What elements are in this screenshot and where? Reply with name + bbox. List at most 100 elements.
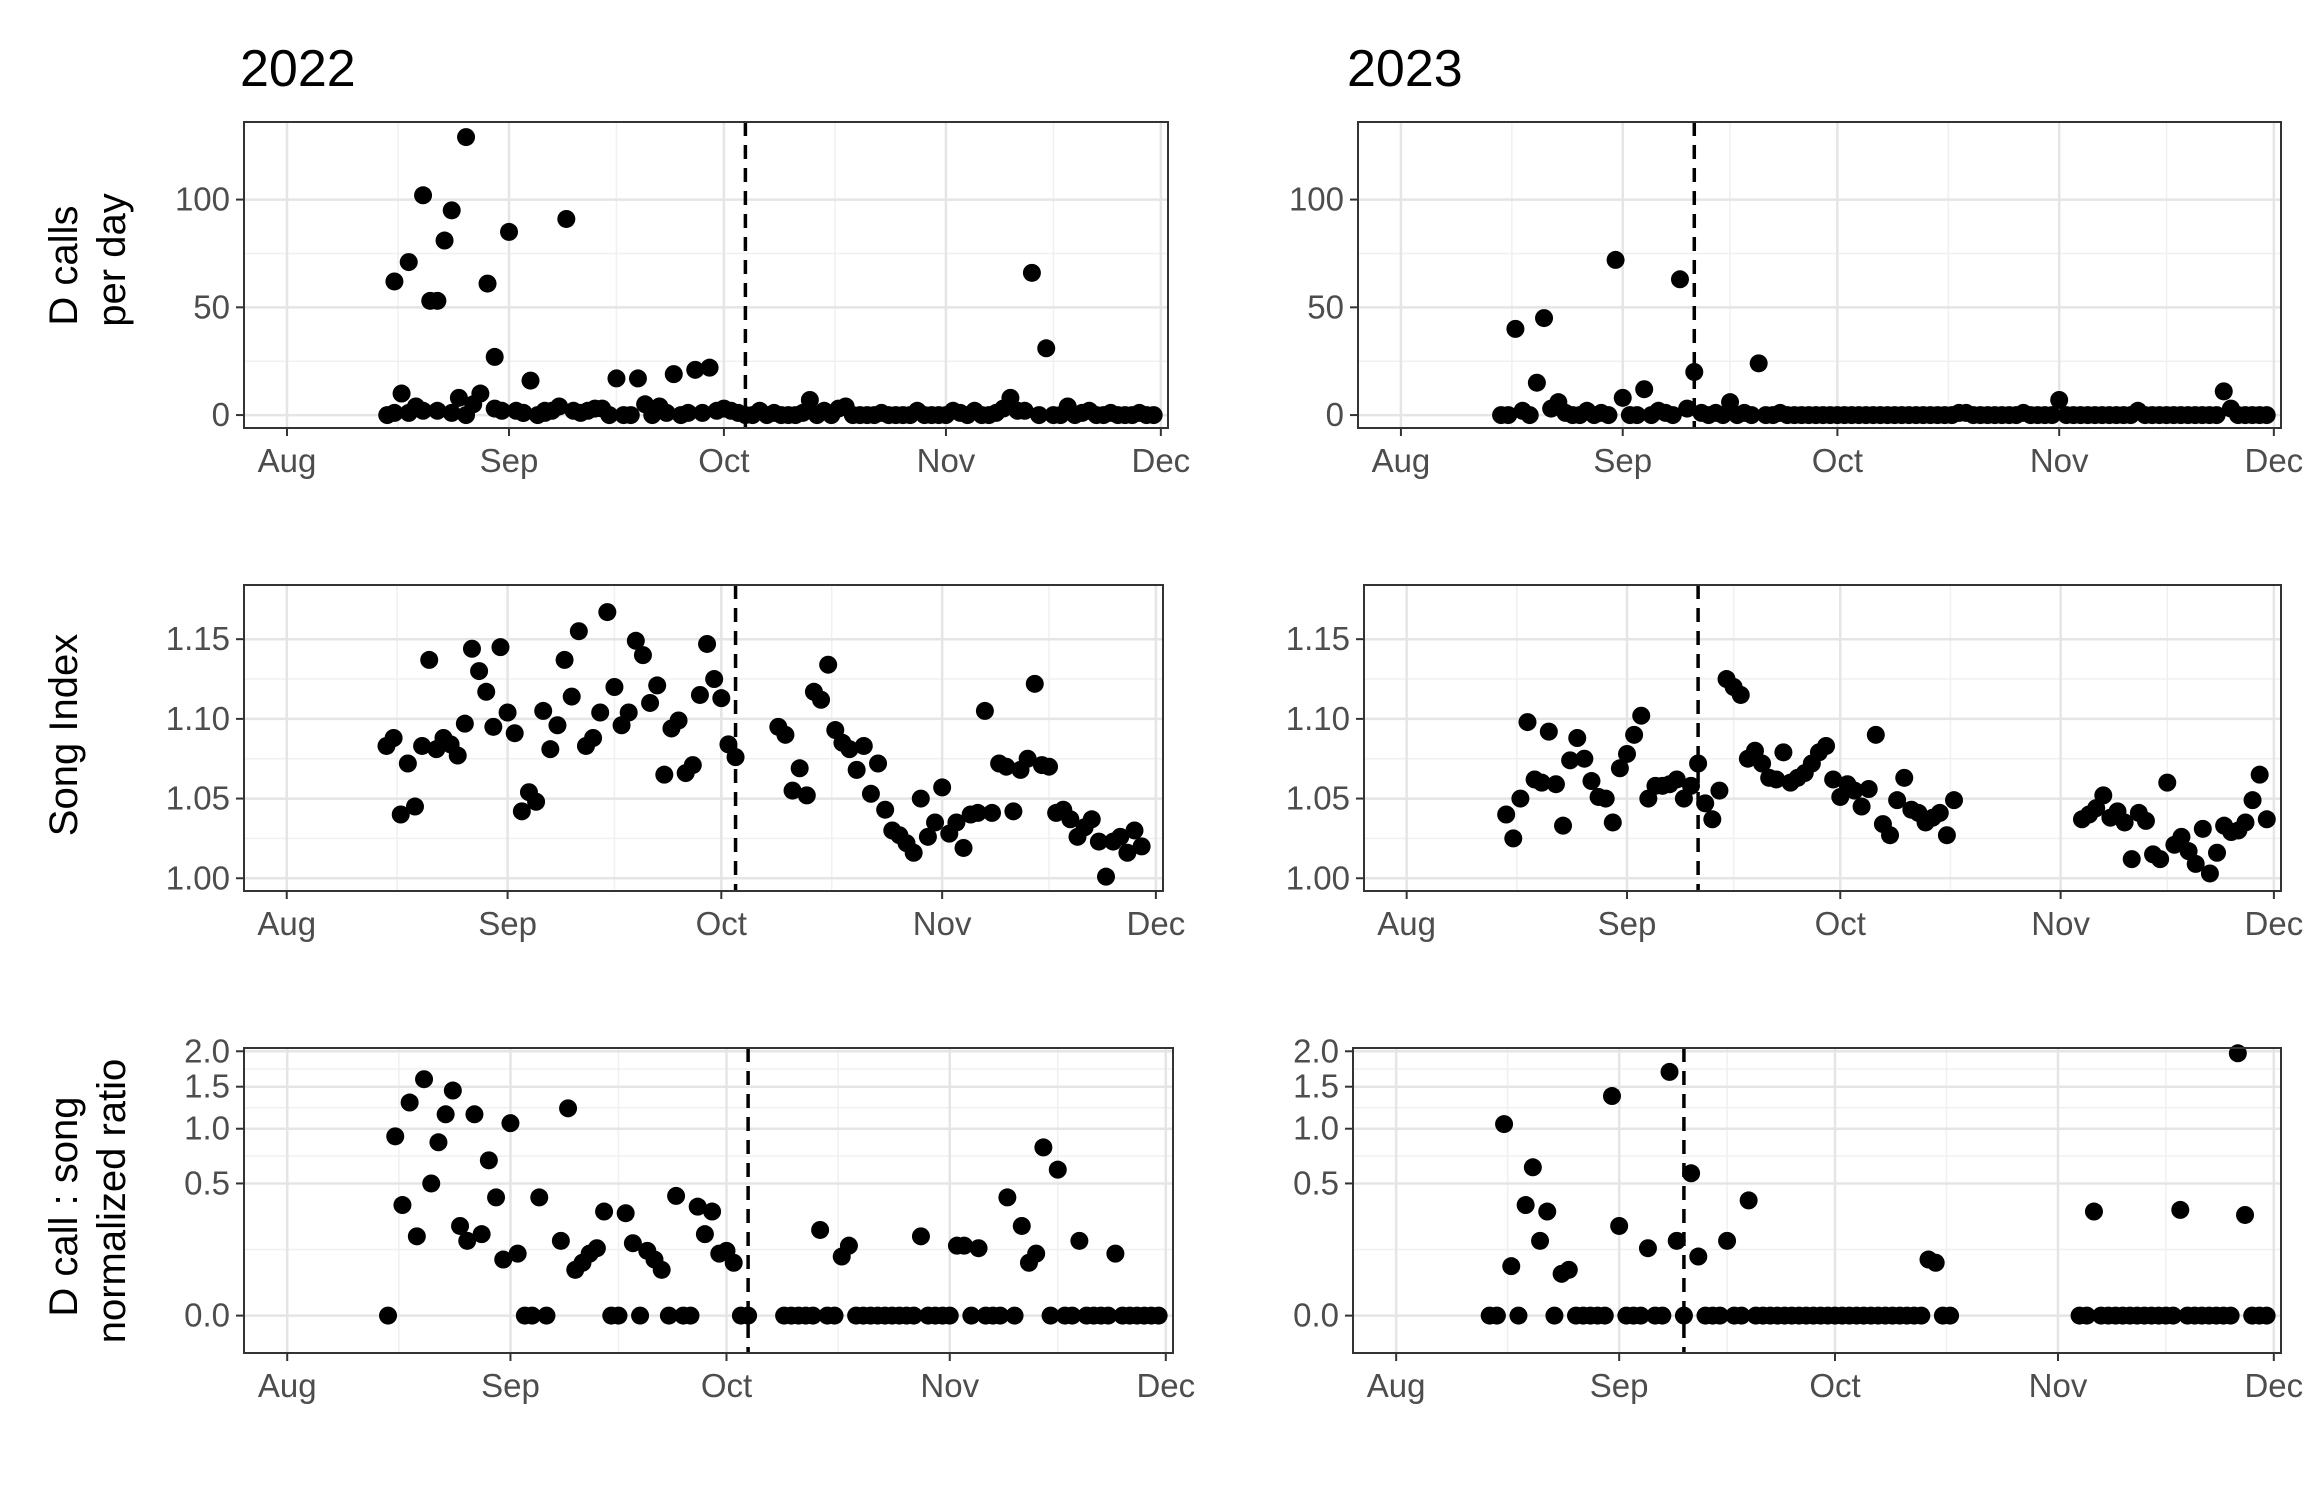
- data-point: [669, 711, 688, 730]
- data-point: [595, 1202, 614, 1221]
- data-point: [535, 401, 554, 420]
- panel-ratio-2023: Aug Sep Oct Nov Dec 0.0 0.5 1.0 1.52.0: [1293, 1032, 2303, 1404]
- data-point: [626, 631, 645, 650]
- data-point: [1559, 1260, 1578, 1279]
- data-point: [1824, 770, 1843, 789]
- y-tick-label: 0.5: [184, 1164, 230, 1201]
- data-point: [512, 802, 531, 821]
- row-label-d-calls-line2: per day: [90, 193, 134, 326]
- y-tick-label: 0: [212, 396, 230, 433]
- data-point: [1511, 789, 1530, 808]
- data-point: [508, 1244, 527, 1263]
- data-point: [1504, 829, 1523, 848]
- row-label-ratio-line2: normalized ratio: [90, 1059, 134, 1344]
- data-point: [1030, 406, 1049, 425]
- x-tick-label: Oct: [698, 442, 749, 479]
- data-point: [819, 655, 838, 674]
- data-point: [1509, 1306, 1528, 1325]
- data-point: [462, 639, 481, 658]
- data-point: [420, 650, 439, 669]
- data-point: [1037, 339, 1056, 358]
- data-point: [1603, 813, 1622, 832]
- data-point: [631, 1306, 650, 1325]
- x-tick-label: Aug: [257, 905, 316, 942]
- data-point: [2186, 854, 2205, 873]
- data-point: [1027, 1244, 1046, 1263]
- x-tick-label: Dec: [2244, 1367, 2303, 1404]
- data-point: [523, 1306, 542, 1325]
- data-points: [379, 1070, 1168, 1325]
- data-point: [800, 390, 819, 409]
- panel-ratio-2022: Aug Sep Oct Nov Dec 0.0 0.5 1.0 1.52.0: [184, 1032, 1195, 1404]
- data-point: [384, 729, 403, 747]
- panel-background: [244, 1048, 1173, 1353]
- data-point: [415, 1070, 434, 1089]
- gridlines: [244, 585, 1163, 891]
- data-point: [812, 690, 831, 709]
- data-point: [2122, 850, 2141, 869]
- x-tick-label: Sep: [478, 905, 537, 942]
- data-point: [1502, 1257, 1521, 1276]
- data-point: [690, 685, 709, 704]
- data-point: [2236, 813, 2255, 832]
- data-point: [1926, 1253, 1945, 1272]
- data-point: [1516, 1196, 1535, 1215]
- data-point: [1538, 1202, 1557, 1221]
- data-point: [1040, 757, 1059, 776]
- x-tick-label: Nov: [917, 442, 976, 479]
- data-point: [991, 1306, 1010, 1325]
- panel-border: [1363, 584, 2282, 892]
- data-point: [2257, 406, 2276, 425]
- data-point: [1685, 362, 1704, 381]
- data-point: [1596, 789, 1615, 808]
- panel-border: [243, 1047, 1174, 1354]
- data-point: [443, 1081, 462, 1100]
- y-tick-label: 1.00: [166, 859, 230, 896]
- data-point: [962, 1306, 981, 1325]
- data-point: [1753, 754, 1772, 773]
- data-point: [1682, 1164, 1701, 1183]
- data-point: [457, 406, 476, 425]
- data-point: [698, 634, 717, 653]
- y-tick-label: 1.0: [1293, 1110, 1339, 1147]
- data-point: [1710, 781, 1729, 800]
- data-point: [940, 1306, 959, 1325]
- data-point: [1667, 1231, 1686, 1250]
- data-point: [379, 1306, 398, 1325]
- data-points: [1480, 1044, 2276, 1325]
- data-point: [1599, 406, 1618, 425]
- data-point: [386, 1127, 405, 1146]
- data-point: [2236, 1205, 2255, 1224]
- data-point: [1561, 751, 1580, 770]
- data-point: [607, 369, 626, 388]
- data-point: [1866, 725, 1885, 744]
- data-point: [1070, 1231, 1089, 1250]
- data-point: [667, 1186, 686, 1205]
- data-point: [1696, 794, 1715, 813]
- data-points: [377, 603, 1151, 886]
- data-point: [555, 650, 574, 669]
- x-tick-label: Oct: [701, 1367, 752, 1404]
- data-point: [501, 1114, 520, 1133]
- data-point: [1731, 685, 1750, 704]
- row-label-d-calls-line1: D calls: [42, 206, 86, 326]
- data-point: [1061, 810, 1080, 829]
- data-point: [2257, 810, 2276, 829]
- panel-border: [1357, 121, 2282, 429]
- data-point: [385, 403, 404, 422]
- data-point: [1941, 1306, 1960, 1325]
- y-tick-label: 1.15: [166, 620, 230, 657]
- data-point: [641, 693, 660, 712]
- data-point: [1497, 805, 1516, 824]
- data-point: [926, 813, 945, 832]
- data-point: [1539, 722, 1558, 741]
- y-tick-label: 1.10: [1286, 700, 1350, 737]
- data-point: [1945, 791, 1964, 810]
- gridlines: [1358, 122, 2281, 428]
- data-point: [911, 789, 930, 808]
- x-tick-label: Nov: [2030, 442, 2089, 479]
- y-tick-label: 1.15: [1286, 620, 1350, 657]
- data-point: [1132, 837, 1151, 856]
- data-point: [2050, 390, 2069, 409]
- data-point: [2136, 811, 2155, 830]
